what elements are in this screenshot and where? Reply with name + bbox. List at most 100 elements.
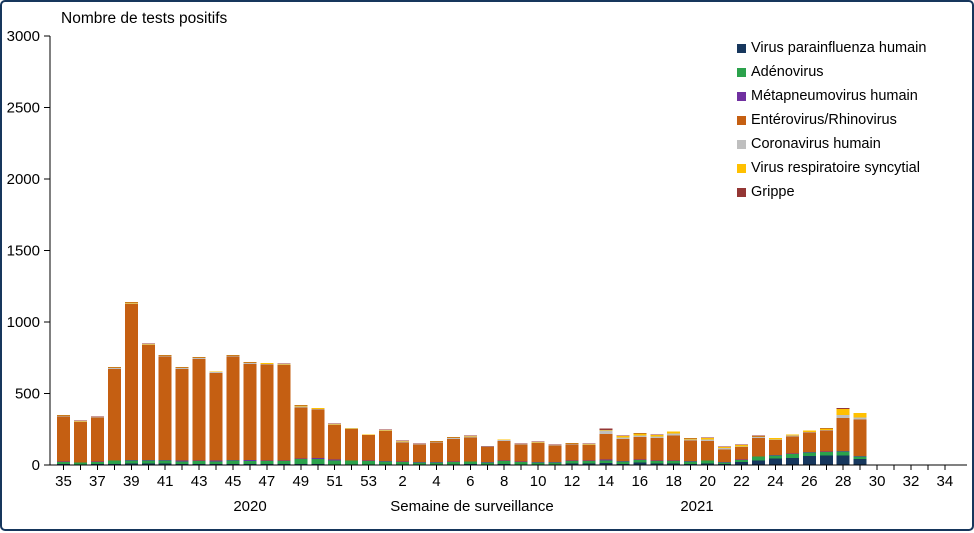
bar-week-8: [498, 439, 511, 465]
bar-segment: [294, 407, 307, 408]
bar-segment: [481, 462, 494, 464]
bar-segment: [616, 437, 629, 439]
bar-segment: [227, 461, 240, 464]
bar-segment: [837, 455, 850, 465]
bar-segment: [515, 444, 528, 445]
bar-segment: [142, 461, 155, 464]
bar-week-2: [396, 441, 409, 465]
legend-item: Coronavirus humain: [737, 132, 926, 156]
legend-item: Grippe: [737, 180, 926, 204]
bar-week-25: [786, 434, 799, 465]
bar-week-18: [667, 431, 680, 465]
bar-segment: [667, 435, 680, 460]
bar-segment: [481, 447, 494, 462]
bar-segment: [549, 462, 562, 464]
bar-segment: [277, 364, 290, 365]
bar-week-44: [210, 371, 223, 465]
bar-week-22: [735, 445, 748, 465]
bar-segment: [260, 364, 273, 460]
bar-segment: [159, 460, 172, 461]
legend-swatch-icon: [737, 164, 746, 173]
year-label-2021: 2021: [680, 498, 713, 515]
x-tick-label: 34: [937, 473, 954, 490]
bar-segment: [159, 357, 172, 460]
bar-segment: [193, 358, 206, 359]
bar-segment: [633, 437, 646, 460]
bar-segment: [227, 356, 240, 357]
bar-segment: [820, 431, 833, 452]
bar-segment: [159, 461, 172, 464]
x-tick-label: 53: [360, 473, 377, 490]
bar-segment: [786, 436, 799, 453]
bar-segment: [650, 461, 663, 463]
bar-segment: [413, 462, 426, 464]
bar-week-52: [345, 428, 358, 465]
bar-segment: [227, 357, 240, 460]
bars-layer: [57, 302, 867, 465]
bar-segment: [74, 463, 87, 465]
bar-segment: [532, 442, 545, 443]
y-tick-label: 1500: [7, 243, 40, 260]
bar-segment: [616, 439, 629, 461]
legend-label: Coronavirus humain: [751, 136, 881, 152]
bar-segment: [718, 462, 731, 464]
bar-segment: [227, 460, 240, 461]
bar-week-17: [650, 435, 663, 465]
bar-segment: [650, 437, 663, 438]
legend-label: Métapneumovirus humain: [751, 88, 918, 104]
bar-segment: [277, 460, 290, 461]
bar-segment: [701, 441, 714, 460]
bar-segment: [532, 462, 545, 464]
bar-week-6: [464, 436, 477, 465]
legend-label: Virus parainfluenza humain: [751, 40, 926, 56]
bar-segment: [260, 364, 273, 365]
bar-segment: [837, 418, 850, 451]
bar-week-47: [260, 363, 273, 465]
bar-segment: [294, 459, 307, 464]
bar-segment: [91, 418, 104, 462]
bar-segment: [566, 444, 579, 460]
bar-week-26: [803, 430, 816, 465]
y-tick-label: 2000: [7, 171, 40, 188]
bar-segment: [210, 373, 223, 461]
bar-segment: [498, 440, 511, 441]
bar-segment: [684, 438, 697, 439]
bar-segment: [176, 461, 189, 464]
bar-segment: [379, 461, 392, 462]
bar-segment: [311, 459, 324, 464]
bar-segment: [532, 443, 545, 462]
bar-segment: [837, 451, 850, 455]
bar-week-14: [599, 429, 612, 465]
x-tick-label: 32: [903, 473, 920, 490]
bar-week-37: [91, 416, 104, 465]
bar-segment: [718, 448, 731, 449]
bar-segment: [396, 441, 409, 442]
bar-segment: [311, 409, 324, 410]
bar-week-42: [176, 367, 189, 465]
bar-segment: [820, 428, 833, 430]
x-tick-label: 22: [733, 473, 750, 490]
bar-week-50: [311, 408, 324, 465]
bar-segment: [854, 418, 867, 420]
x-tick-label: 24: [767, 473, 784, 490]
bar-week-43: [193, 357, 206, 465]
x-tick-label: 26: [801, 473, 818, 490]
bar-week-12: [566, 443, 579, 465]
bar-segment: [582, 445, 595, 461]
bar-segment: [718, 449, 731, 462]
bar-week-51: [328, 424, 341, 465]
bar-segment: [345, 461, 358, 465]
legend-item: Virus respiratoire syncytial: [737, 156, 926, 180]
bar-segment: [820, 455, 833, 465]
bar-segment: [701, 461, 714, 464]
bar-week-29: [854, 413, 867, 465]
x-tick-label: 37: [89, 473, 106, 490]
bar-week-41: [159, 355, 172, 465]
bar-segment: [599, 430, 612, 431]
bar-segment: [786, 436, 799, 437]
bar-segment: [328, 460, 341, 464]
bar-segment: [549, 445, 562, 446]
bar-segment: [803, 452, 816, 456]
bar-segment: [752, 436, 765, 437]
bar-segment: [210, 460, 223, 461]
